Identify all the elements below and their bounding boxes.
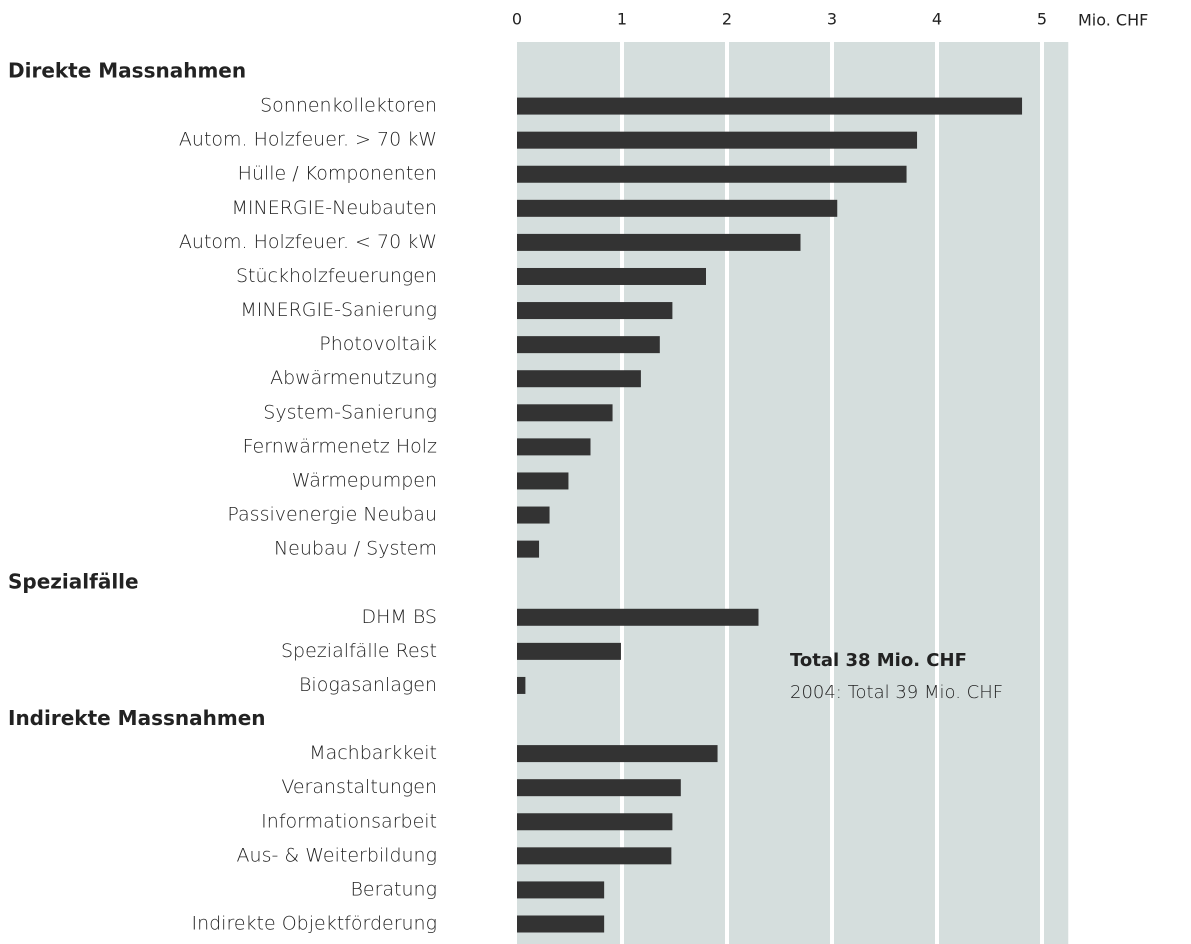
group-label: Direkte Massnahmen bbox=[8, 59, 246, 83]
category-label: Spezialfälle Rest bbox=[281, 640, 437, 662]
annotation: Total 38 Mio. CHF bbox=[790, 650, 967, 671]
group-label: Indirekte Massnahmen bbox=[8, 706, 266, 730]
bar bbox=[517, 267, 706, 285]
bar bbox=[517, 745, 718, 763]
bar bbox=[517, 847, 672, 865]
category-label: Sonnenkollektoren bbox=[260, 95, 437, 117]
bar bbox=[517, 813, 673, 831]
category-label: Fernwärmenetz Holz bbox=[243, 435, 437, 457]
category-label: DHM BS bbox=[361, 606, 437, 628]
bar bbox=[517, 302, 673, 320]
group-label: Spezialfälle bbox=[8, 570, 139, 594]
bar bbox=[517, 608, 759, 626]
category-label: Passivenergie Neubau bbox=[227, 504, 437, 526]
category-label: Beratung bbox=[350, 878, 437, 900]
bar bbox=[517, 779, 681, 797]
bar bbox=[517, 642, 621, 660]
bar bbox=[517, 370, 641, 388]
category-label: MINERGIE-Neubauten bbox=[232, 197, 437, 219]
bar bbox=[517, 676, 526, 694]
category-label: Autom. Holzfeuer. < 70 kW bbox=[179, 231, 437, 253]
bar bbox=[517, 165, 907, 183]
x-tick-label: 5 bbox=[1037, 10, 1047, 29]
x-tick-label: 3 bbox=[827, 10, 837, 29]
bar bbox=[517, 199, 838, 217]
category-label: Veranstaltungen bbox=[281, 776, 437, 798]
x-tick-label: 0 bbox=[512, 10, 522, 29]
category-label: Stückholzfeuerungen bbox=[236, 265, 437, 287]
x-tick-label: 2 bbox=[722, 10, 732, 29]
category-label: Hülle / Komponenten bbox=[238, 163, 437, 185]
annotation: 2004: Total 39 Mio. CHF bbox=[790, 682, 1003, 703]
bar bbox=[517, 881, 605, 899]
bar bbox=[517, 336, 660, 354]
bar bbox=[517, 233, 801, 251]
x-tick-label: 4 bbox=[932, 10, 942, 29]
category-label: Neubau / System bbox=[274, 538, 437, 560]
x-tick-label: 1 bbox=[617, 10, 627, 29]
category-label: Biogasanlagen bbox=[299, 674, 437, 696]
bar bbox=[517, 131, 918, 149]
category-label: Machbarkkeit bbox=[309, 742, 437, 764]
category-label: Indirekte Objektförderung bbox=[191, 913, 437, 935]
bar bbox=[517, 438, 591, 456]
category-label: Wärmepumpen bbox=[292, 469, 437, 491]
bar bbox=[517, 404, 613, 422]
bar bbox=[517, 97, 1023, 115]
bar bbox=[517, 915, 605, 933]
category-label: System-Sanierung bbox=[263, 401, 437, 423]
bar bbox=[517, 540, 540, 558]
bar bbox=[517, 472, 569, 490]
category-label: Abwärmenutzung bbox=[270, 367, 437, 389]
category-label: Aus- & Weiterbildung bbox=[237, 844, 437, 866]
category-label: Autom. Holzfeuer. > 70 kW bbox=[179, 129, 437, 151]
category-label: MINERGIE-Sanierung bbox=[240, 299, 437, 321]
bar bbox=[517, 506, 550, 524]
category-label: Photovoltaik bbox=[319, 333, 437, 355]
category-label: Informationsarbeit bbox=[261, 810, 437, 832]
x-axis-label: Mio. CHF bbox=[1078, 11, 1148, 30]
